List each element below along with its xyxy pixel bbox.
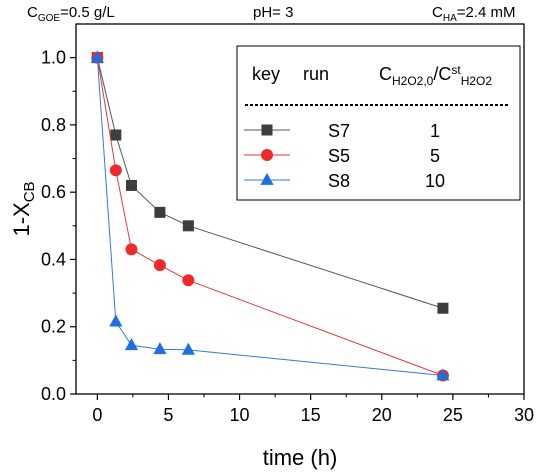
series-line-s8 bbox=[96, 57, 443, 376]
series-s8 bbox=[90, 50, 450, 381]
legend-header-c1-sub: H2O2,0 bbox=[392, 74, 434, 88]
x-tick-label: 25 bbox=[443, 405, 463, 425]
data-point-s7 bbox=[182, 220, 194, 232]
y-axis-label-main: 1-X bbox=[9, 202, 34, 237]
x-axis-label: time (h) bbox=[263, 445, 338, 470]
legend-run-label: S8 bbox=[328, 171, 350, 191]
legend-value-label: 5 bbox=[430, 146, 440, 166]
header-right-suffix: =2.4 mM bbox=[456, 4, 516, 21]
y-tick-label: 0.4 bbox=[41, 249, 66, 269]
series-layer bbox=[90, 50, 450, 382]
x-tick-label: 20 bbox=[372, 405, 392, 425]
data-point-s7 bbox=[437, 302, 449, 314]
legend-run-label: S5 bbox=[328, 146, 350, 166]
legend-run-label: S7 bbox=[328, 121, 350, 141]
header-ph: pH= 3 bbox=[253, 4, 294, 21]
legend-marker-triangle bbox=[260, 172, 274, 185]
series-line-s7 bbox=[96, 57, 444, 309]
legend-header-c2-sub: H2O2 bbox=[461, 74, 493, 88]
plot-frame bbox=[75, 23, 525, 395]
y-tick-label: 0.8 bbox=[41, 115, 66, 135]
data-point-s7 bbox=[125, 179, 137, 191]
y-axis-label-sub: CB bbox=[21, 181, 38, 202]
data-point-s5 bbox=[125, 243, 138, 256]
legend-box bbox=[236, 45, 521, 201]
data-point-s8 bbox=[153, 342, 167, 355]
header-right-prefix: C bbox=[432, 4, 443, 21]
y-tick-label: 1.0 bbox=[41, 48, 66, 68]
x-tick-label: 15 bbox=[301, 405, 321, 425]
data-point-s8 bbox=[109, 314, 123, 327]
data-point-s8 bbox=[90, 50, 104, 63]
legend-header-c2: /C bbox=[433, 64, 451, 84]
header-ha-concentration: CHA=2.4 mM bbox=[432, 4, 516, 24]
legend-value-label: 10 bbox=[425, 171, 445, 191]
legend-header-c1: C bbox=[379, 64, 392, 84]
data-point-s8 bbox=[181, 342, 195, 355]
legend-marker-square bbox=[261, 124, 273, 136]
axis-ticks: 0 5 10 15 20 25 300.00.20.40.60.81.0 bbox=[41, 48, 534, 425]
legend-row-s8: S8 10 bbox=[244, 171, 445, 191]
legend: key run CH2O2,0/CstH2O2 S7 1 S5 5 S8 10 bbox=[236, 45, 521, 201]
header-left-prefix: C bbox=[27, 4, 38, 21]
legend-marker-circle bbox=[261, 149, 273, 161]
legend-header-st: st bbox=[451, 63, 461, 77]
y-tick-label: 0.0 bbox=[41, 384, 66, 404]
data-point-s7 bbox=[154, 206, 166, 218]
data-point-s8 bbox=[124, 338, 139, 351]
header-left-subscript: GOE bbox=[37, 13, 61, 24]
legend-value-label: 1 bbox=[430, 121, 440, 141]
data-point-s8 bbox=[436, 368, 450, 381]
legend-header-run: run bbox=[303, 64, 329, 84]
legend-header-ratio: CH2O2,0/CstH2O2 bbox=[379, 63, 492, 88]
series-line-s5 bbox=[96, 57, 444, 376]
x-tick-label: 10 bbox=[230, 405, 250, 425]
x-tick-label: 30 bbox=[514, 405, 534, 425]
legend-header-key: key bbox=[252, 64, 280, 84]
data-point-s5 bbox=[109, 164, 122, 177]
header-left-suffix: =0.5 g/L bbox=[60, 4, 115, 21]
header-goe-concentration: CGOE=0.5 g/L bbox=[27, 4, 115, 24]
x-tick-label: 5 bbox=[163, 405, 173, 425]
header-right-subscript: HA bbox=[442, 13, 457, 24]
legend-row-s5: S5 5 bbox=[244, 146, 440, 166]
data-point-s5 bbox=[153, 259, 166, 272]
legend-row-s7: S7 1 bbox=[244, 121, 440, 141]
x-tick-label: 0 bbox=[92, 405, 102, 425]
y-axis-label: 1-XCB bbox=[9, 181, 38, 236]
data-point-s7 bbox=[110, 129, 122, 141]
y-tick-label: 0.2 bbox=[41, 317, 66, 337]
y-tick-label: 0.6 bbox=[41, 182, 66, 202]
legend-rows: S7 1 S5 5 S8 10 bbox=[244, 121, 445, 191]
data-point-s5 bbox=[182, 274, 195, 287]
